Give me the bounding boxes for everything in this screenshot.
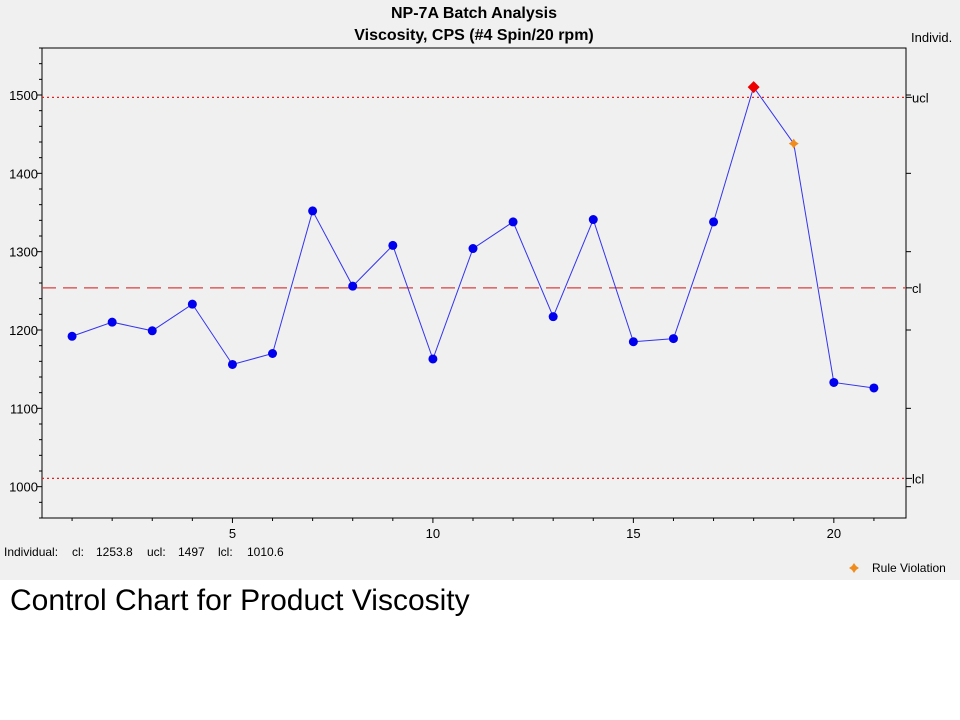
- lcl-label: lcl: [912, 471, 924, 486]
- chart-title: NP-7A Batch Analysis: [391, 5, 557, 22]
- data-point: [67, 331, 77, 341]
- data-point: [548, 312, 558, 322]
- summary-line: Individual: cl: 1253.8 ucl: 1497 lcl: 10…: [4, 545, 284, 559]
- chart-type-label: Individ.: [911, 30, 952, 45]
- data-point: [869, 383, 879, 393]
- summary-lcl-value: 1010.6: [247, 545, 284, 559]
- data-point: [187, 299, 197, 309]
- rule-violation-legend-icon: [849, 563, 859, 573]
- data-point: [227, 359, 237, 369]
- data-point: [348, 281, 358, 291]
- legend: Rule Violation: [849, 561, 946, 575]
- summary-cl-value: 1253.8: [96, 545, 133, 559]
- data-point: [268, 349, 278, 358]
- y-tick-label: 1500: [9, 88, 38, 103]
- x-axis: 5 10 15 20: [71, 518, 875, 541]
- x-tick-label: 15: [626, 526, 640, 541]
- chart-subtitle: Viscosity, CPS (#4 Spin/20 rpm): [354, 27, 594, 44]
- summary-prefix: Individual:: [4, 545, 58, 559]
- y-tick-label: 1200: [9, 323, 38, 338]
- ucl-label: ucl: [912, 90, 929, 105]
- y-tick-label: 1000: [9, 480, 38, 495]
- data-point: [829, 377, 839, 387]
- data-point-rule-violation: [788, 138, 799, 149]
- data-point: [508, 217, 518, 227]
- control-chart: NP-7A Batch Analysis Viscosity, CPS (#4 …: [4, 5, 952, 575]
- data-point: [468, 244, 478, 254]
- series-line-group: [71, 86, 874, 389]
- data-point: [709, 217, 719, 227]
- summary-ucl-value: 1497: [178, 545, 205, 559]
- data-point: [588, 215, 598, 225]
- control-chart-panel: NP-7A Batch Analysis Viscosity, CPS (#4 …: [0, 0, 960, 580]
- summary-lcl-label: lcl:: [218, 545, 233, 559]
- y-tick-label: 1400: [9, 166, 38, 181]
- x-tick-label: 10: [426, 526, 440, 541]
- x-tick-label: 20: [827, 526, 841, 541]
- cl-label: cl: [912, 281, 922, 296]
- data-point: [308, 206, 318, 216]
- series-points-group: [67, 81, 879, 393]
- data-point: [388, 240, 398, 250]
- slide-caption: Control Chart for Product Viscosity: [10, 584, 470, 617]
- data-point: [147, 326, 157, 336]
- data-point: [428, 354, 438, 364]
- control-limit-lines: ucl cl lcl: [42, 90, 929, 486]
- y-axis: 1000 1100 1200 1300 1400 1500: [9, 47, 911, 519]
- data-point: [668, 334, 678, 344]
- data-point: [628, 337, 638, 347]
- y-tick-label: 1100: [10, 401, 38, 416]
- series-line: [71, 86, 874, 389]
- legend-label: Rule Violation: [872, 561, 946, 575]
- data-point-out-of-control: [747, 81, 760, 94]
- summary-ucl-label: ucl:: [147, 545, 166, 559]
- x-tick-label: 5: [229, 526, 236, 541]
- y-tick-label: 1300: [9, 245, 38, 260]
- summary-cl-label: cl:: [72, 545, 84, 559]
- data-point: [107, 317, 117, 327]
